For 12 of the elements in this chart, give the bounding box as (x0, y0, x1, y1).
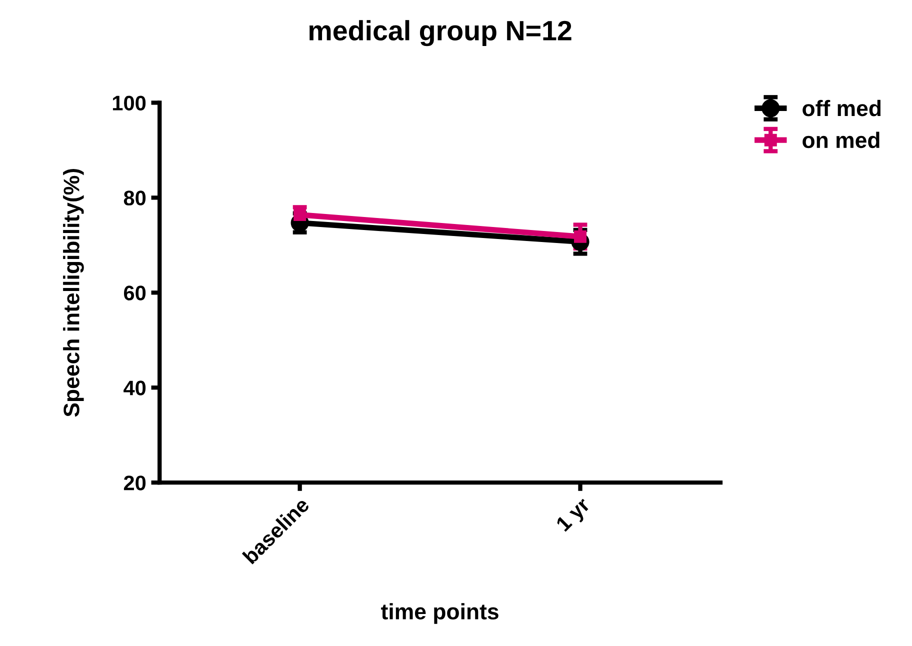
chart-title: medical group N=12 (310, 20, 572, 46)
legend-label: on med (802, 132, 880, 148)
legend-label: off med (802, 100, 881, 116)
x-axis-title: time points (381, 603, 498, 624)
y-tick-label: 100 (112, 96, 146, 110)
y-tick-label: 80 (124, 190, 146, 206)
y-tick-label: 60 (124, 286, 146, 300)
y-tick-label: 40 (124, 380, 146, 396)
y-axis-title: Speech intelligibility(%) (63, 169, 84, 417)
y-tick-label: 20 (124, 476, 146, 490)
x-tick-label: 1 yr (556, 496, 594, 535)
point (294, 208, 306, 222)
